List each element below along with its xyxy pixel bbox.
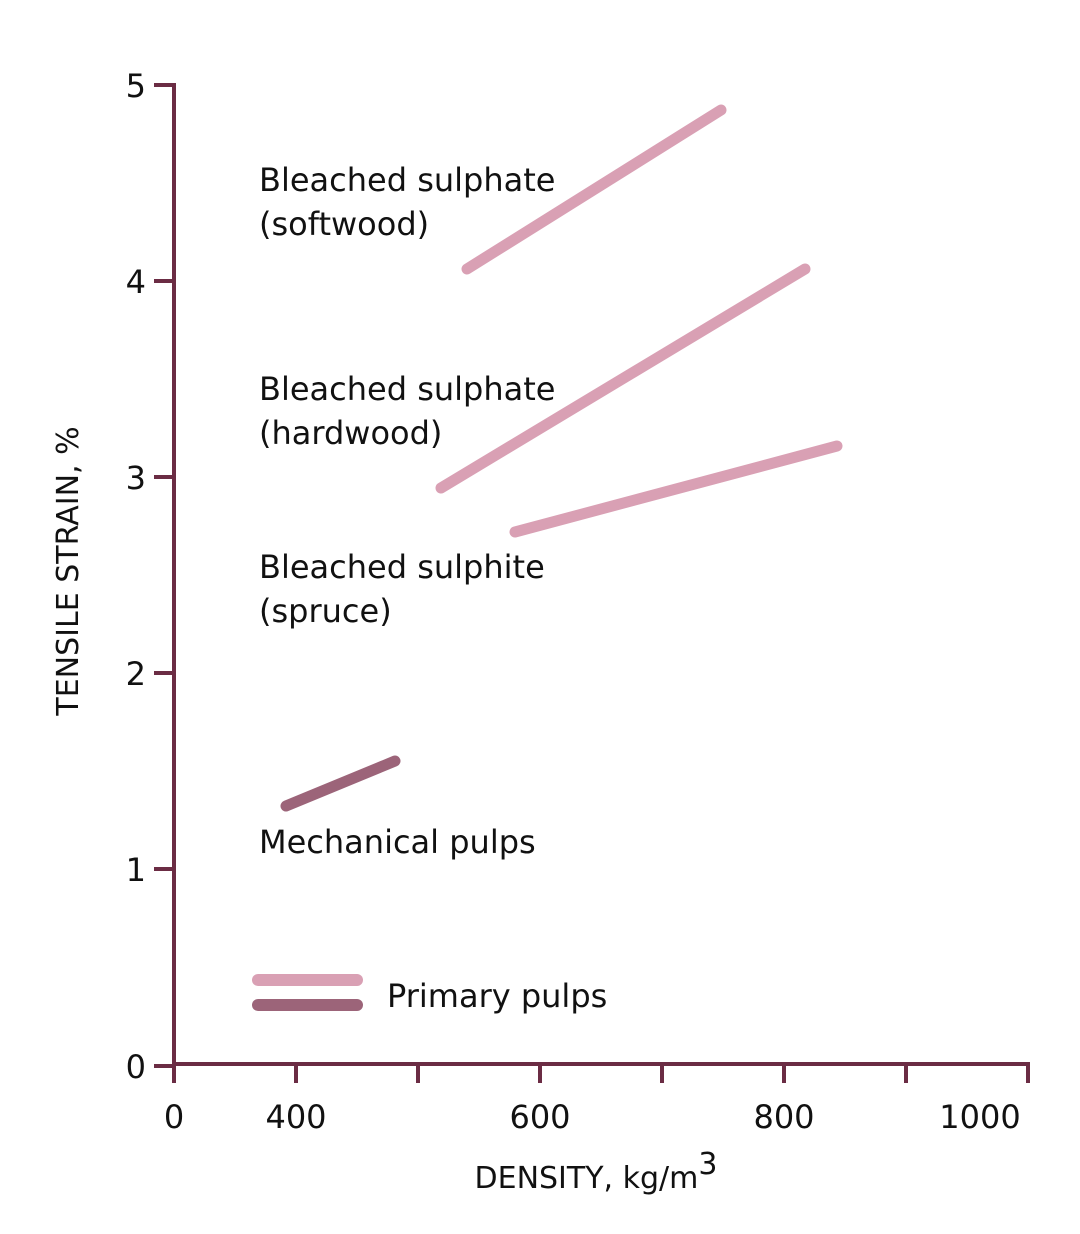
y-tick-1: 1: [126, 851, 146, 889]
annotation-softwood-line2: (softwood): [259, 205, 429, 243]
line-sulphate-softwood: [461, 104, 727, 275]
y-tick-4: 4: [126, 263, 146, 301]
annotation-hardwood-line1: Bleached sulphate: [259, 370, 555, 408]
y-tick-3: 3: [126, 459, 146, 497]
x-tick-1000: 1000: [939, 1098, 1020, 1136]
line-sulphate-hardwood: [435, 263, 811, 494]
x-tick-600: 600: [509, 1098, 570, 1136]
line-mechanical-pulps: [280, 755, 401, 812]
y-tick-labels: 5 4 3 2 1 0: [126, 67, 146, 1086]
annotation-hardwood-line2: (hardwood): [259, 414, 442, 452]
y-tick-5: 5: [126, 67, 146, 105]
x-tick-0: 0: [164, 1098, 184, 1136]
x-tick-400: 400: [265, 1098, 326, 1136]
legend: Primary pulps: [252, 974, 607, 1015]
annotation-spruce-line1: Bleached sulphite: [259, 548, 545, 586]
x-tick-800: 800: [753, 1098, 814, 1136]
y-axis: [154, 83, 176, 1068]
line-sulphite-spruce: [509, 440, 843, 538]
annotations: Bleached sulphate (softwood) Bleached su…: [259, 161, 555, 861]
x-axis-title-superscript: 3: [698, 1147, 717, 1182]
x-axis: [172, 1062, 1030, 1083]
annotation-softwood-line1: Bleached sulphate: [259, 161, 555, 199]
x-axis-title: DENSITY, kg/m3: [475, 1147, 718, 1196]
x-tick-labels: 0 400 600 800 1000: [164, 1098, 1021, 1136]
series-lines: [280, 104, 843, 812]
y-tick-0: 0: [126, 1048, 146, 1086]
y-axis-title: TENSILE STRAIN, %: [51, 426, 86, 716]
x-axis-title-text: DENSITY, kg/m: [475, 1161, 699, 1196]
annotation-mechanical: Mechanical pulps: [259, 823, 536, 861]
legend-label: Primary pulps: [387, 977, 607, 1015]
annotation-spruce-line2: (spruce): [259, 592, 392, 630]
y-tick-2: 2: [126, 655, 146, 693]
